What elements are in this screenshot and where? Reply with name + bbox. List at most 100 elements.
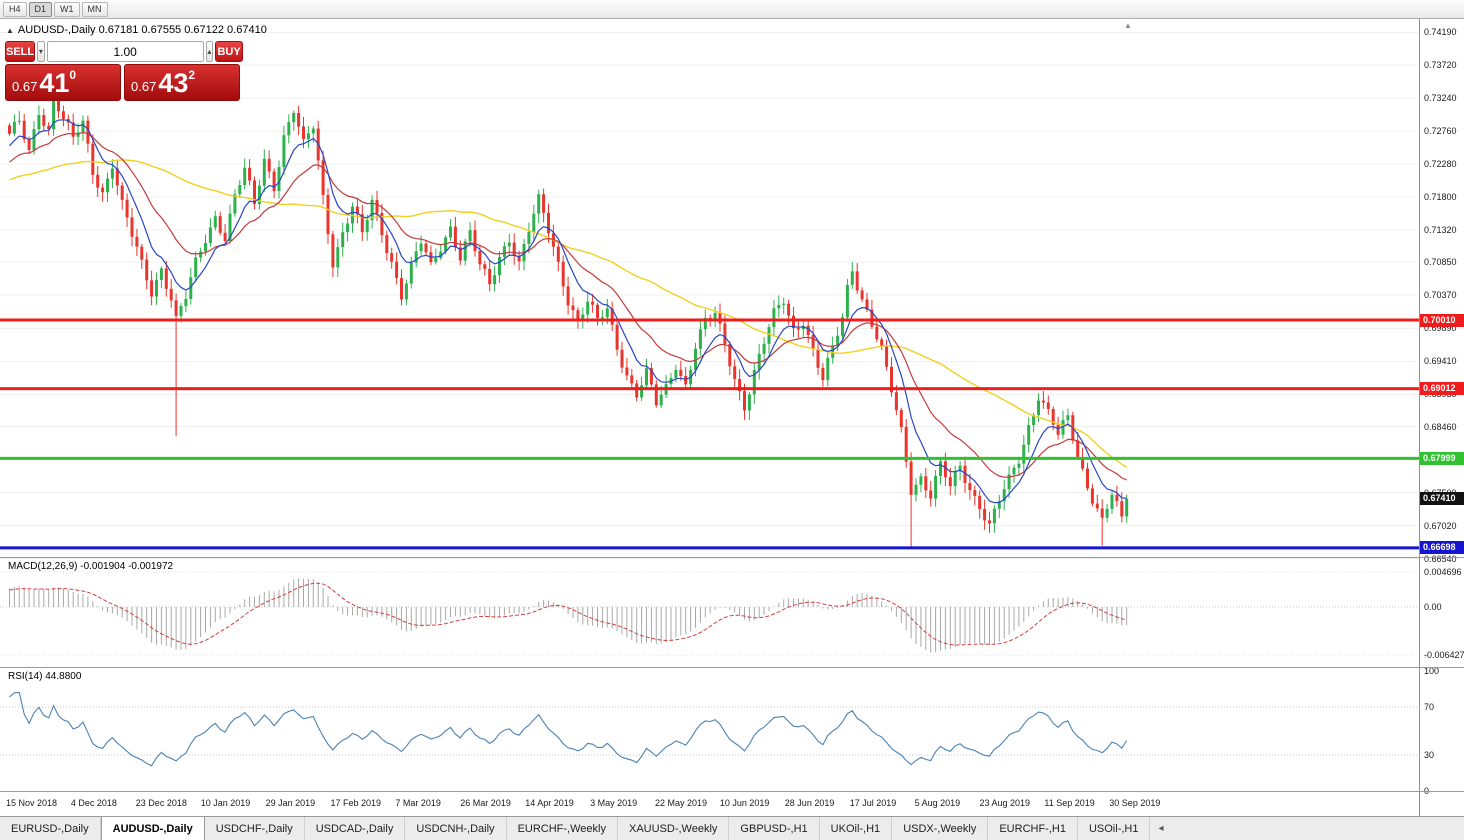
date-label: 10 Jun 2019 xyxy=(719,798,770,808)
date-label: 23 Aug 2019 xyxy=(979,798,1031,808)
chart-tab-gbpusd-h1[interactable]: GBPUSD-,H1 xyxy=(729,817,820,840)
price-tick-label: 0.73720 xyxy=(1424,59,1457,70)
horizontal-level-line[interactable] xyxy=(0,546,1419,550)
ask-price-display[interactable]: 0.67 43 2 xyxy=(124,64,240,101)
sell-button[interactable]: SELL xyxy=(5,41,36,62)
date-label: 7 Mar 2019 xyxy=(395,798,441,808)
date-label: 17 Jul 2019 xyxy=(849,798,897,808)
price-tick-label: 0.71800 xyxy=(1424,191,1457,202)
ask-prefix: 0.67 xyxy=(131,79,157,94)
chevron-down-icon: ▾ xyxy=(38,47,43,56)
rsi-scale-label: 30 xyxy=(1424,750,1435,760)
panel-divider xyxy=(0,557,1464,558)
tab-scroll-left-icon[interactable]: ◂ xyxy=(1158,823,1164,834)
chart-tab-eurchf-h1[interactable]: EURCHF-,H1 xyxy=(988,817,1078,840)
chart-shift-marker-icon: ▲ xyxy=(1124,21,1132,30)
price-level-tag[interactable]: 0.67999 xyxy=(1420,451,1464,465)
horizontal-level-line[interactable] xyxy=(0,387,1419,391)
price-tick-label: 0.66540 xyxy=(1424,553,1457,564)
chart-tab-eurchf-weekly[interactable]: EURCHF-,Weekly xyxy=(507,817,618,840)
ma-slow-line xyxy=(9,159,1128,468)
date-label: 29 Jan 2019 xyxy=(265,798,316,808)
horizontal-level-line[interactable] xyxy=(0,456,1419,460)
ma-mid-line xyxy=(9,131,1127,481)
timeframe-toolbar: H4 D1 W1 MN xyxy=(0,0,1464,19)
chart-tab-ukoil-h1[interactable]: UKOil-,H1 xyxy=(820,817,893,840)
date-label: 5 Aug 2019 xyxy=(914,798,961,808)
current-price-tag: 0.67410 xyxy=(1420,492,1464,506)
timeframe-button-mn[interactable]: MN xyxy=(81,1,108,17)
date-label: 28 Jun 2019 xyxy=(784,798,835,808)
chevron-up-icon: ▴ xyxy=(207,47,212,56)
price-level-tag[interactable]: 0.70010 xyxy=(1420,313,1464,327)
date-label: 10 Jan 2019 xyxy=(200,798,251,808)
rsi-label: RSI(14) 44.8800 xyxy=(8,671,82,682)
chart-tab-xauusd-weekly[interactable]: XAUUSD-,Weekly xyxy=(618,817,730,840)
timeframe-button-h4[interactable]: H4 xyxy=(3,1,27,17)
date-label: 4 Dec 2018 xyxy=(70,798,117,808)
bid-pip-digit: 0 xyxy=(69,68,77,82)
one-click-trading-panel: SELL ▾ ▴ BUY 0.67 41 0 0.67 43 2 xyxy=(5,41,243,101)
date-label: 30 Sep 2019 xyxy=(1109,798,1161,808)
date-label: 3 May 2019 xyxy=(590,798,638,808)
chart-tab-usdchf-daily[interactable]: USDCHF-,Daily xyxy=(205,817,305,840)
price-tick-label: 0.73240 xyxy=(1424,92,1457,103)
date-label: 23 Dec 2018 xyxy=(135,798,187,808)
chart-tab-eurusd-daily[interactable]: EURUSD-,Daily xyxy=(0,817,101,840)
date-label: 11 Sep 2019 xyxy=(1044,798,1095,808)
date-label: 22 May 2019 xyxy=(655,798,708,808)
macd-scale-label: 0.00 xyxy=(1424,602,1442,612)
date-axis[interactable]: 15 Nov 2018 4 Dec 2018 23 Dec 2018 10 Jan 2… xyxy=(0,792,1419,815)
rsi-scale-label: 100 xyxy=(1424,666,1440,676)
chart-title: ▲ AUDUSD-,Daily 0.67181 0.67555 0.67122 … xyxy=(6,24,267,36)
bid-prefix: 0.67 xyxy=(12,79,38,94)
price-tick-label: 0.69890 xyxy=(1424,323,1457,334)
timeframe-button-d1[interactable]: D1 xyxy=(28,1,53,17)
chart-title-text: AUDUSD-,Daily 0.67181 0.67555 0.67122 0.… xyxy=(17,24,267,36)
bid-price-display[interactable]: 0.67 41 0 xyxy=(5,64,121,101)
price-tick-label: 0.70370 xyxy=(1424,290,1457,301)
volume-increase-button[interactable]: ▴ xyxy=(205,41,214,62)
macd-label: MACD(12,26,9) -0.001904 -0.001972 xyxy=(8,561,174,572)
rsi-scale-label: 70 xyxy=(1424,702,1435,712)
price-tick-label: 0.67020 xyxy=(1424,520,1457,531)
ask-big-digits: 43 xyxy=(158,68,189,98)
ma-fast-line xyxy=(9,119,1127,504)
chart-tab-usdx-weekly[interactable]: USDX-,Weekly xyxy=(892,817,989,840)
date-label: 15 Nov 2018 xyxy=(6,798,58,808)
volume-decrease-button[interactable]: ▾ xyxy=(37,41,45,62)
chart-tab-usdcad-daily[interactable]: USDCAD-,Daily xyxy=(305,817,406,840)
price-tick-label: 0.68460 xyxy=(1424,421,1457,432)
volume-input[interactable] xyxy=(46,41,204,62)
macd-scale-label: -0.006427 xyxy=(1424,650,1464,660)
rsi-line xyxy=(9,691,1128,767)
price-tick-label: 0.71320 xyxy=(1424,224,1457,235)
chart-tabs-bar: EURUSD-,Daily AUDUSD-,Daily USDCHF-,Daily U… xyxy=(0,816,1464,840)
date-label: 14 Apr 2019 xyxy=(525,798,574,808)
chart-canvas[interactable] xyxy=(0,0,1419,816)
date-label: 17 Feb 2019 xyxy=(330,798,382,808)
candlesticks xyxy=(8,85,1129,548)
chart-tab-audusd-daily[interactable]: AUDUSD-,Daily xyxy=(100,817,205,840)
panel-divider xyxy=(0,791,1464,792)
horizontal-level-line[interactable] xyxy=(0,318,1419,322)
price-tick-label: 0.70850 xyxy=(1424,257,1457,268)
date-label: 26 Mar 2019 xyxy=(460,798,511,808)
arrow-up-icon: ▲ xyxy=(6,25,14,35)
timeframe-button-w1[interactable]: W1 xyxy=(54,1,80,17)
price-tick-label: 0.69410 xyxy=(1424,356,1457,367)
bid-big-digits: 41 xyxy=(39,68,70,98)
price-level-tag[interactable]: 0.69012 xyxy=(1420,382,1464,396)
ask-pip-digit: 2 xyxy=(188,68,196,82)
macd-scale-label: 0.004696 xyxy=(1424,567,1462,577)
price-level-tag[interactable]: 0.66698 xyxy=(1420,541,1464,555)
price-axis[interactable]: 0.74190 0.73720 0.73240 0.72760 0.72280 0.718… xyxy=(1419,0,1464,816)
buy-button[interactable]: BUY xyxy=(215,41,243,62)
macd-signal-line xyxy=(9,582,1127,646)
chart-tab-usoil-h1[interactable]: USOil-,H1 xyxy=(1078,817,1151,840)
price-gridlines xyxy=(0,31,1419,560)
price-tick-label: 0.74190 xyxy=(1424,27,1457,38)
chart-tab-usdcnh-daily[interactable]: USDCNH-,Daily xyxy=(405,817,507,840)
price-tick-label: 0.72280 xyxy=(1424,158,1457,169)
panel-divider xyxy=(0,667,1464,668)
